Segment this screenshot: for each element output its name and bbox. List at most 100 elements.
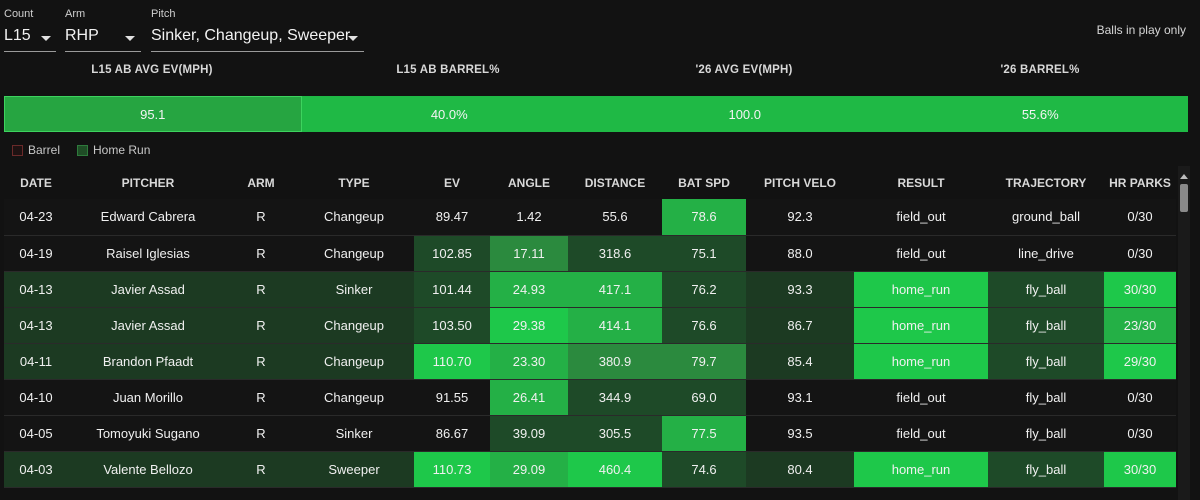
column-header-distance[interactable]: DISTANCE	[568, 166, 662, 199]
column-header-bat-spd[interactable]: BAT SPD	[662, 166, 746, 199]
column-header-trajectory[interactable]: TRAJECTORY	[988, 166, 1104, 199]
cell-angle: 39.09	[490, 415, 568, 452]
column-header-arm[interactable]: ARM	[228, 166, 294, 199]
cell-distance: 460.4	[568, 451, 662, 488]
table-row[interactable]: 04-13 Javier Assad R Changeup 103.50 29.38 414…	[4, 307, 1176, 344]
cell-distance: 414.1	[568, 307, 662, 344]
filter-bar: Count L15 Arm RHP Pitch Sinker, Changeup…	[0, 0, 1200, 56]
summary-values: 95.1 40.0% 100.0 55.6%	[4, 96, 1188, 132]
chevron-down-icon[interactable]	[348, 36, 358, 41]
column-header-type[interactable]: TYPE	[294, 166, 414, 199]
cell-bat-spd: 79.7	[662, 343, 746, 380]
cell-date: 04-19	[4, 235, 68, 272]
cell-date: 04-05	[4, 415, 68, 452]
cell-type: Changeup	[294, 379, 414, 416]
table-row[interactable]: 04-05 Tomoyuki Sugano R Sinker 86.67 39.09 305…	[4, 415, 1176, 452]
pitch-filter-label: Pitch	[151, 8, 176, 20]
cell-date: 04-03	[4, 451, 68, 488]
cell-result: home_run	[854, 343, 988, 380]
at-bats-table: DATE PITCHER ARM TYPE EV ANGLE DISTANCE BAT SPD…	[4, 166, 1176, 488]
cell-type: Sinker	[294, 271, 414, 308]
table-header-row: DATE PITCHER ARM TYPE EV ANGLE DISTANCE BAT SPD…	[4, 166, 1176, 199]
count-filter-value[interactable]: L15	[4, 27, 31, 44]
cell-pitch-velo: 85.4	[746, 343, 854, 380]
cell-bat-spd: 77.5	[662, 415, 746, 452]
column-header-hr-parks[interactable]: HR PARKS	[1104, 166, 1176, 199]
table-row[interactable]: 04-13 Javier Assad R Sinker 101.44 24.93 417.1…	[4, 271, 1176, 308]
cell-bat-spd: 75.1	[662, 235, 746, 272]
chevron-down-icon[interactable]	[41, 36, 51, 41]
cell-trajectory: fly_ball	[988, 379, 1104, 416]
cell-arm: R	[228, 451, 294, 488]
cell-arm: R	[228, 343, 294, 380]
scrollbar-thumb[interactable]	[1180, 184, 1188, 212]
column-header-ev[interactable]: EV	[414, 166, 490, 199]
cell-ev: 110.73	[414, 451, 490, 488]
cell-arm: R	[228, 307, 294, 344]
cell-angle: 24.93	[490, 271, 568, 308]
summary-value: 55.6%	[892, 96, 1188, 132]
table-row[interactable]: 04-11 Brandon Pfaadt R Changeup 110.70 23.30 3…	[4, 343, 1176, 380]
cell-pitch-velo: 80.4	[746, 451, 854, 488]
arm-filter-value[interactable]: RHP	[65, 27, 99, 44]
cell-angle: 26.41	[490, 379, 568, 416]
table-row[interactable]: 04-10 Juan Morillo R Changeup 91.55 26.41 344.…	[4, 379, 1176, 416]
column-header-pitcher[interactable]: PITCHER	[68, 166, 228, 199]
cell-pitch-velo: 93.1	[746, 379, 854, 416]
summary-header: L15 AB AVG EV(MPH)	[91, 64, 213, 76]
cell-hr-parks: 23/30	[1104, 307, 1176, 344]
cell-angle: 1.42	[490, 199, 568, 236]
cell-date: 04-23	[4, 199, 68, 236]
cell-bat-spd: 69.0	[662, 379, 746, 416]
cell-type: Sinker	[294, 415, 414, 452]
cell-type: Changeup	[294, 199, 414, 236]
cell-angle: 23.30	[490, 343, 568, 380]
summary-header: '26 BARREL%	[1000, 64, 1080, 76]
cell-angle: 17.11	[490, 235, 568, 272]
cell-trajectory: fly_ball	[988, 307, 1104, 344]
table-row[interactable]: 04-23 Edward Cabrera R Changeup 89.47 1.42 55.…	[4, 199, 1176, 236]
cell-result: home_run	[854, 271, 988, 308]
scroll-up-arrow-icon[interactable]	[1180, 174, 1188, 179]
column-header-pitch-velo[interactable]: PITCH VELO	[746, 166, 854, 199]
cell-result: home_run	[854, 307, 988, 344]
cell-bat-spd: 74.6	[662, 451, 746, 488]
cell-angle: 29.38	[490, 307, 568, 344]
cell-bat-spd: 76.2	[662, 271, 746, 308]
cell-hr-parks: 0/30	[1104, 379, 1176, 416]
table-row[interactable]: 04-19 Raisel Iglesias R Changeup 102.85 17.11…	[4, 235, 1176, 272]
cell-pitch-velo: 88.0	[746, 235, 854, 272]
cell-ev: 86.67	[414, 415, 490, 452]
pitch-filter-underline	[151, 51, 364, 52]
chevron-down-icon[interactable]	[125, 36, 135, 41]
balls-in-play-label: Balls in play only	[1096, 23, 1186, 37]
cell-hr-parks: 30/30	[1104, 271, 1176, 308]
cell-result: field_out	[854, 415, 988, 452]
cell-result: field_out	[854, 199, 988, 236]
table-body: 04-23 Edward Cabrera R Changeup 89.47 1.42 55.…	[4, 199, 1176, 488]
column-header-date[interactable]: DATE	[4, 166, 68, 199]
cell-bat-spd: 76.6	[662, 307, 746, 344]
cell-pitcher: Brandon Pfaadt	[68, 343, 228, 380]
table-row[interactable]: 04-03 Valente Bellozo R Sweeper 110.73 29.09 4…	[4, 451, 1176, 488]
cell-trajectory: fly_ball	[988, 451, 1104, 488]
cell-bat-spd: 78.6	[662, 199, 746, 236]
cell-distance: 344.9	[568, 379, 662, 416]
home-run-swatch-icon	[77, 144, 89, 156]
cell-ev: 89.47	[414, 199, 490, 236]
cell-distance: 55.6	[568, 199, 662, 236]
cell-distance: 305.5	[568, 415, 662, 452]
table-scrollbar[interactable]	[1178, 166, 1190, 500]
summary-value: 100.0	[597, 96, 893, 132]
cell-distance: 318.6	[568, 235, 662, 272]
cell-result: field_out	[854, 379, 988, 416]
at-bats-table-container[interactable]: DATE PITCHER ARM TYPE EV ANGLE DISTANCE BAT SPD…	[0, 166, 1200, 500]
column-header-angle[interactable]: ANGLE	[490, 166, 568, 199]
pitch-filter-value[interactable]: Sinker, Changeup, Sweeper	[151, 27, 351, 44]
cell-type: Changeup	[294, 343, 414, 380]
cell-distance: 380.9	[568, 343, 662, 380]
cell-trajectory: line_drive	[988, 235, 1104, 272]
column-header-result[interactable]: RESULT	[854, 166, 988, 199]
cell-arm: R	[228, 379, 294, 416]
cell-date: 04-10	[4, 379, 68, 416]
